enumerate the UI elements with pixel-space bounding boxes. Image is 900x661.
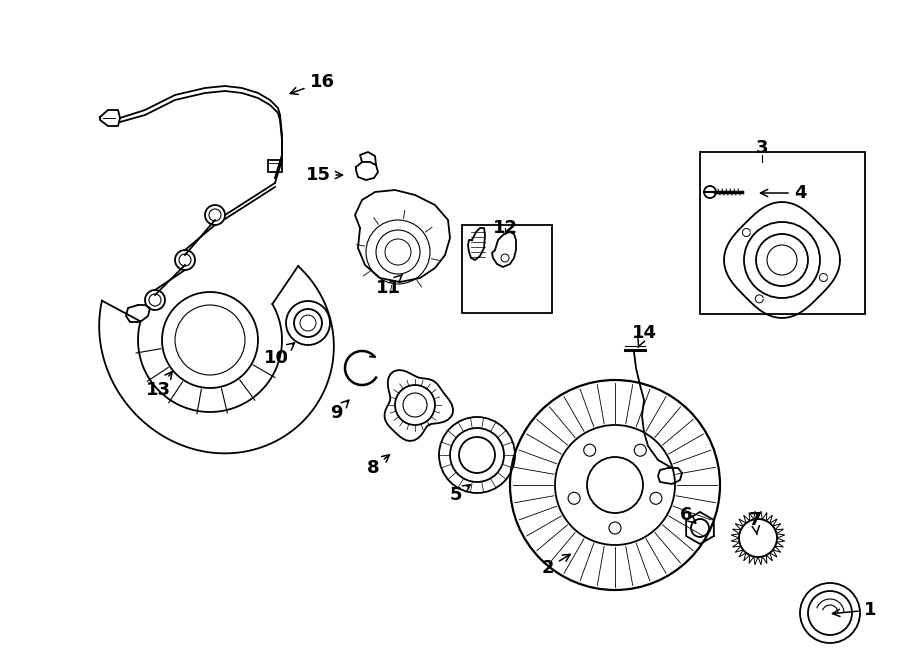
Text: 1: 1: [832, 601, 877, 619]
Text: 15: 15: [305, 166, 343, 184]
Text: 14: 14: [632, 324, 656, 348]
Text: 13: 13: [146, 371, 172, 399]
Text: 6: 6: [680, 506, 696, 524]
Text: 16: 16: [290, 73, 335, 95]
Text: 7: 7: [749, 511, 761, 535]
Text: 3: 3: [756, 139, 769, 157]
Bar: [700, 152, 865, 314]
Text: 5: 5: [450, 485, 471, 504]
Text: 2: 2: [542, 555, 571, 577]
Text: 9: 9: [329, 400, 349, 422]
Text: 4: 4: [760, 184, 806, 202]
Bar: [462, 225, 552, 313]
Text: 12: 12: [492, 219, 517, 237]
Bar: [268, 160, 282, 172]
Text: 10: 10: [264, 343, 294, 367]
Text: 8: 8: [366, 455, 390, 477]
Text: 11: 11: [375, 274, 402, 297]
